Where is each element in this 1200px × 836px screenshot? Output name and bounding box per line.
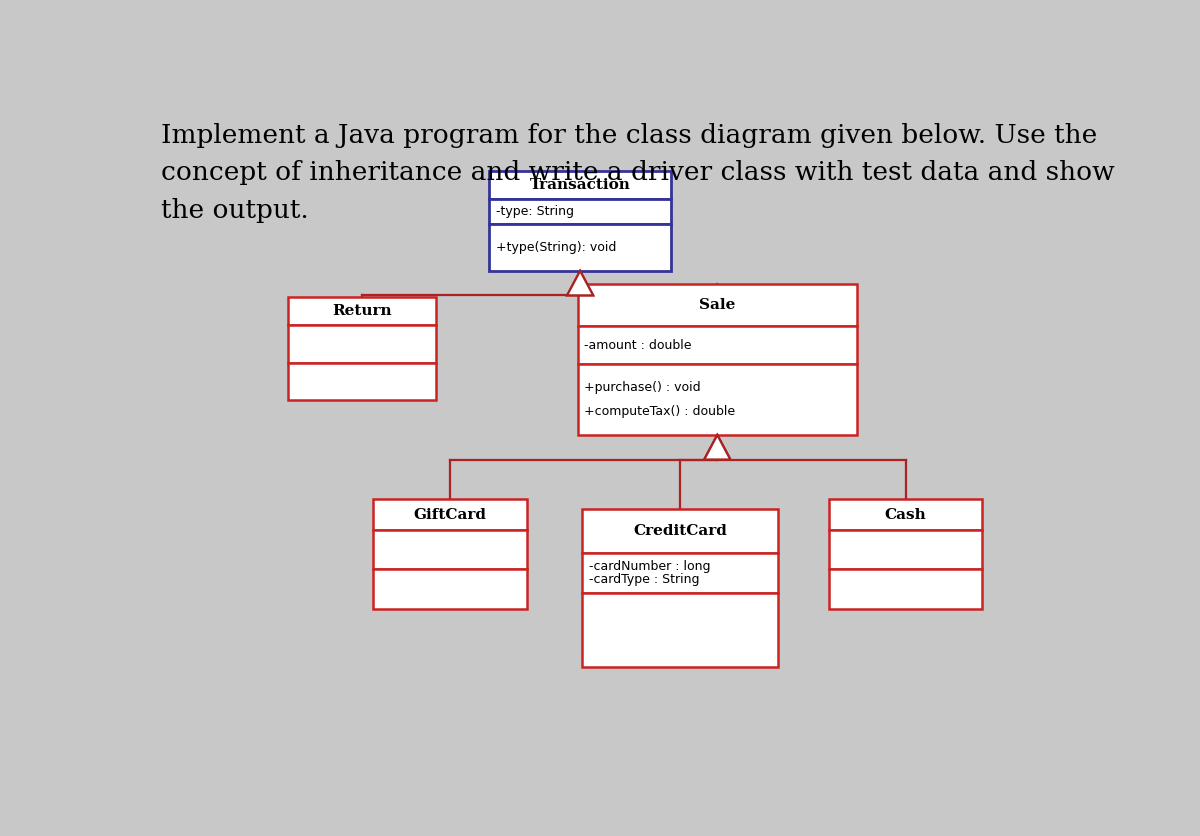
Bar [490,171,671,199]
Bar [578,283,857,326]
Text: Transaction: Transaction [529,178,630,192]
Text: +type(String): void: +type(String): void [496,241,617,254]
Text: -cardType : String: -cardType : String [589,573,700,586]
Text: Return: Return [332,304,392,318]
Polygon shape [704,435,731,460]
Text: -cardNumber : long: -cardNumber : long [589,560,710,573]
Text: +computeTax() : double: +computeTax() : double [584,405,736,418]
Bar [288,297,437,325]
Bar [373,499,527,530]
Bar [829,499,983,530]
Bar [373,530,527,569]
Bar [582,593,778,667]
Text: GiftCard: GiftCard [414,507,486,522]
Text: Sale: Sale [700,298,736,312]
Bar [578,326,857,364]
Polygon shape [568,271,593,295]
Bar [373,569,527,609]
Bar [829,569,983,609]
Text: -type: String: -type: String [496,205,574,218]
Bar [490,224,671,271]
Bar [582,553,778,593]
Bar [578,364,857,435]
Text: the output.: the output. [161,197,308,222]
Polygon shape [704,435,731,460]
Bar [288,363,437,400]
Text: CreditCard: CreditCard [634,524,727,538]
Bar [490,199,671,224]
Text: -amount : double: -amount : double [584,339,692,352]
Polygon shape [568,271,593,295]
Text: Cash: Cash [884,507,926,522]
Bar [288,325,437,363]
Text: concept of inheritance and write a driver class with test data and show: concept of inheritance and write a drive… [161,161,1115,186]
Bar [582,509,778,553]
Text: Implement a Java program for the class diagram given below. Use the: Implement a Java program for the class d… [161,123,1098,148]
Polygon shape [704,435,731,460]
Text: +purchase() : void: +purchase() : void [584,381,701,395]
Bar [829,530,983,569]
